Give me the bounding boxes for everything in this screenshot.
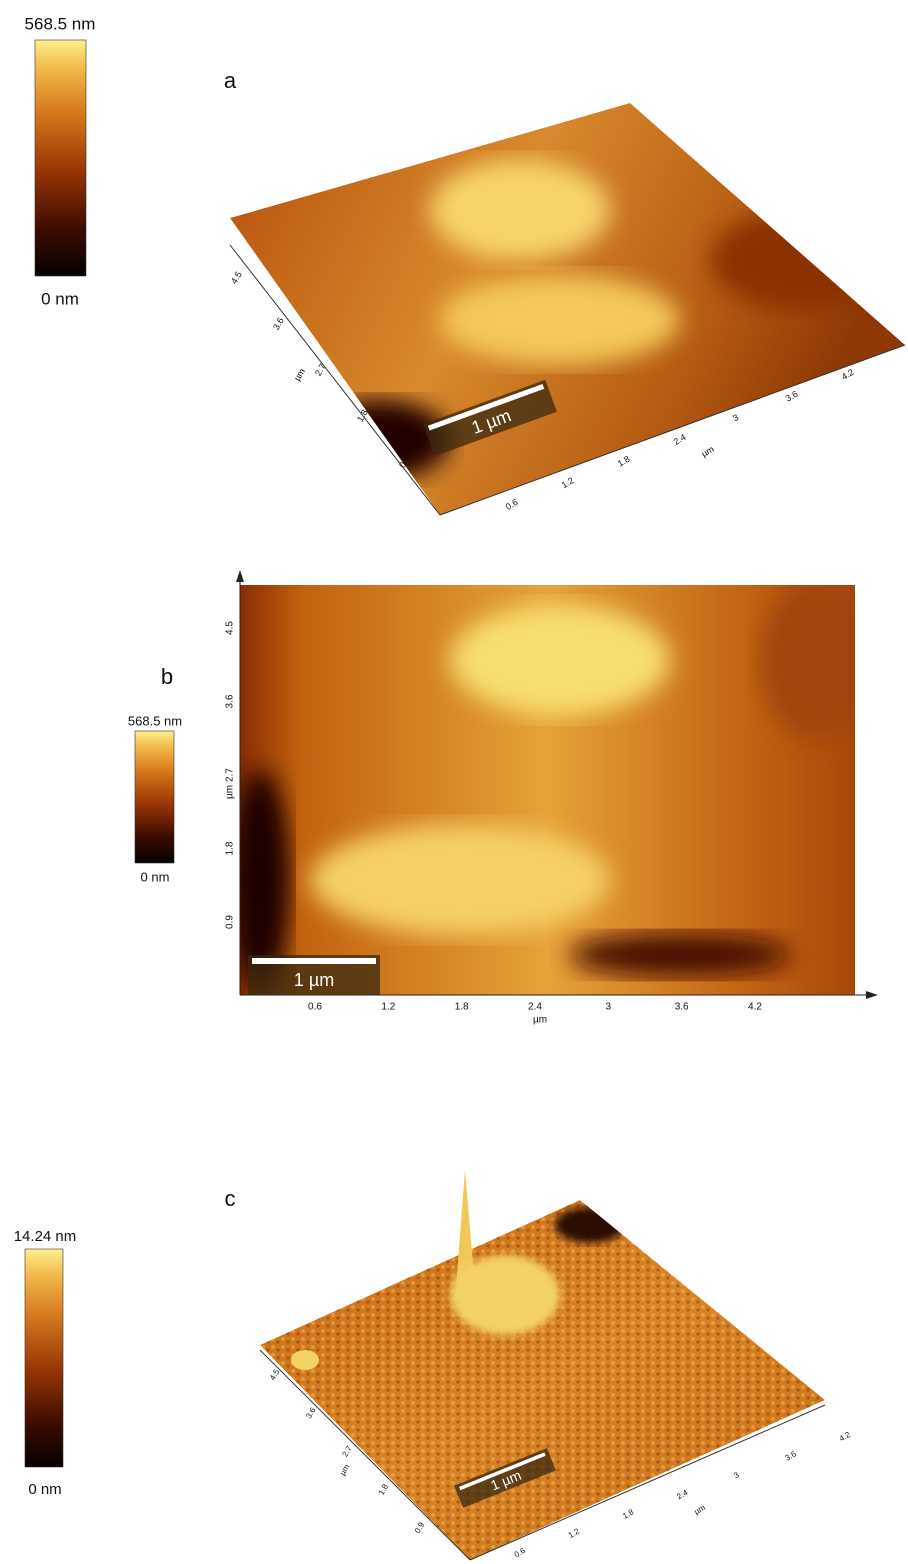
surface-a	[230, 103, 905, 515]
x-tick-label: 3	[732, 1470, 741, 1480]
x-tick-label: 3	[606, 1002, 612, 1013]
y-tick-label: 1.8	[225, 841, 236, 855]
x-tick-label: 3.6	[675, 1002, 689, 1013]
x-tick-label: 4.2	[748, 1002, 762, 1013]
y-tick-label: 1.8	[377, 1482, 391, 1497]
x-tick-label: 4.2	[840, 367, 856, 382]
x-axis-label: µm	[693, 1503, 708, 1517]
highlight	[440, 275, 680, 365]
panel-label: c	[225, 1186, 236, 1211]
shadow	[555, 1207, 625, 1243]
x-tick-label: 0.6	[513, 1546, 528, 1560]
x-axis-label: µm	[533, 1015, 547, 1026]
colorbar-min: 0 nm	[141, 869, 170, 884]
y-axis-label: µm	[225, 785, 236, 799]
x-tick-label: 3	[731, 412, 740, 423]
y-axis-label: µm	[292, 367, 307, 383]
colorbar	[35, 40, 86, 276]
colorbar	[25, 1249, 63, 1467]
y-tick-label: 4.5	[229, 270, 244, 286]
scale-bar-label: 1 µm	[294, 970, 334, 990]
panel-label: a	[224, 68, 237, 93]
x-axis-label: µm	[700, 444, 716, 459]
surface-b	[230, 580, 880, 995]
x-tick-label: 1.8	[616, 454, 632, 469]
x-tick-label: 1.8	[455, 1002, 469, 1013]
x-tick-label: 2.4	[528, 1002, 542, 1013]
axis-arrow	[236, 570, 244, 582]
scale-bar: 1 µm	[248, 955, 380, 995]
x-tick-label: 2.4	[672, 432, 688, 447]
colorbar-max: 568.5 nm	[25, 14, 96, 33]
highlight	[450, 605, 670, 715]
shadow	[570, 933, 790, 977]
x-tick-label: 1.2	[560, 475, 576, 490]
y-tick-label: 3.6	[271, 316, 286, 332]
page: {"panels": [ {"label": "a", "colorbar": …	[0, 0, 908, 1564]
x-tick-label: 3.6	[784, 389, 800, 404]
colorbar-min: 0 nm	[41, 289, 79, 308]
highlight	[430, 160, 610, 260]
texture	[250, 1190, 830, 1564]
surface-c	[250, 1190, 830, 1564]
x-tick-label: 4.2	[838, 1430, 853, 1444]
colorbar-max: 568.5 nm	[128, 713, 182, 728]
shadow	[760, 580, 880, 740]
y-axis-label: µm	[338, 1462, 352, 1477]
highlight	[291, 1350, 319, 1370]
axis-arrow	[866, 991, 878, 999]
y-tick-label: 3.6	[304, 1406, 318, 1421]
x-tick-label: 3.6	[784, 1449, 799, 1463]
y-tick-label: 2.7	[313, 362, 328, 378]
y-tick-label: 4.5	[225, 621, 236, 635]
y-tick-label: 2.7	[225, 768, 236, 782]
y-tick-label: 0.9	[225, 915, 236, 929]
x-tick-label: 1.2	[381, 1002, 395, 1013]
shadow	[710, 210, 890, 310]
colorbar-max: 14.24 nm	[14, 1228, 77, 1245]
colorbar	[135, 731, 174, 863]
y-tick-label: 2.7	[340, 1444, 354, 1459]
x-tick-label: 1.8	[621, 1507, 636, 1521]
figure: a 568.5 nm 0 nm 4.5 3.6 2.7 1.8 0.9 µm 0.6 1.2 1.8 2…	[0, 0, 908, 1564]
y-tick-label: 0.9	[413, 1520, 427, 1535]
y-tick-label: 3.6	[225, 694, 236, 708]
x-tick-label: 1.2	[567, 1526, 582, 1540]
highlight	[450, 1255, 560, 1335]
x-tick-label: 0.6	[504, 497, 520, 512]
x-tick-label: 2.4	[675, 1488, 690, 1502]
scale-bar-line	[252, 958, 376, 964]
colorbar-min: 0 nm	[28, 1481, 61, 1498]
highlight	[310, 825, 610, 935]
x-tick-label: 0.6	[308, 1002, 322, 1013]
panel-label: b	[161, 664, 173, 689]
